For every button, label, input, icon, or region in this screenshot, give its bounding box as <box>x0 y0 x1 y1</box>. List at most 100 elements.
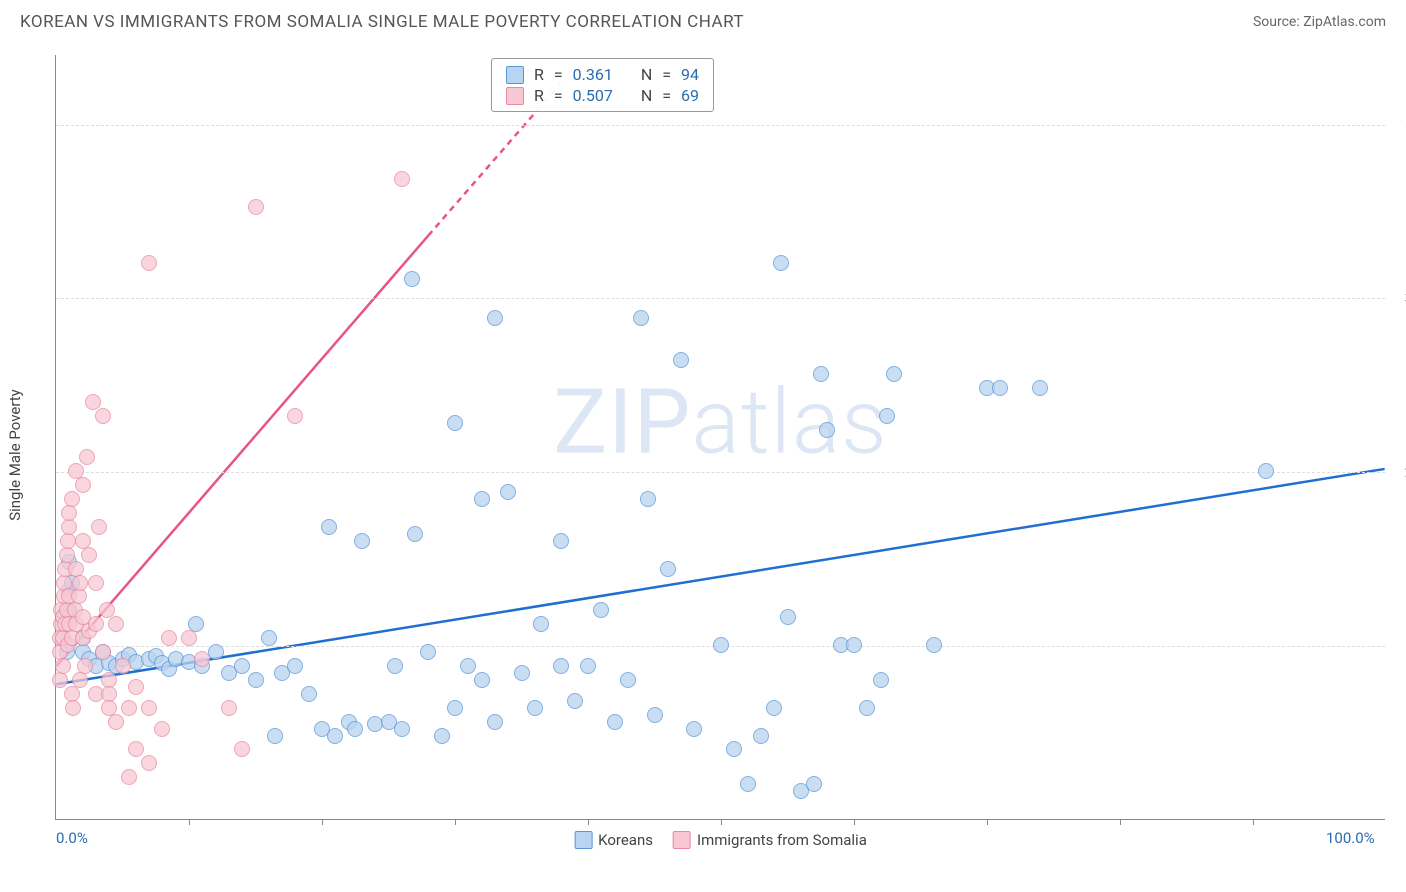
data-point-koreans <box>327 728 343 744</box>
data-point-koreans <box>647 707 663 723</box>
stats-r-label: R <box>534 65 544 84</box>
eq-label: = <box>662 86 671 105</box>
bottom-legend: Koreans Immigrants from Somalia <box>574 831 867 849</box>
data-point-somalia <box>64 491 80 507</box>
x-tick-mark <box>987 819 988 825</box>
data-point-somalia <box>108 714 124 730</box>
data-point-koreans <box>713 637 729 653</box>
data-point-koreans <box>447 700 463 716</box>
data-point-koreans <box>420 644 436 660</box>
data-point-koreans <box>487 714 503 730</box>
data-point-koreans <box>660 561 676 577</box>
data-point-koreans <box>992 380 1008 396</box>
eq-label: = <box>662 65 671 84</box>
data-point-koreans <box>926 637 942 653</box>
data-point-somalia <box>248 199 264 215</box>
data-point-somalia <box>181 630 197 646</box>
watermark-thin: atlas <box>691 369 887 474</box>
data-point-koreans <box>387 658 403 674</box>
data-point-koreans <box>753 728 769 744</box>
data-point-koreans <box>567 693 583 709</box>
data-point-somalia <box>55 658 71 674</box>
x-tick-mark <box>588 819 589 825</box>
data-point-somalia <box>75 477 91 493</box>
data-point-somalia <box>141 255 157 271</box>
data-point-koreans <box>593 602 609 618</box>
eq-label: = <box>554 65 563 84</box>
gridline <box>56 472 1385 473</box>
x-tick-mark <box>854 819 855 825</box>
data-point-koreans <box>261 630 277 646</box>
data-point-koreans <box>474 491 490 507</box>
data-point-somalia <box>287 408 303 424</box>
data-point-koreans <box>620 672 636 688</box>
legend-item-somalia: Immigrants from Somalia <box>673 831 867 849</box>
stats-n-value-somalia: 69 <box>681 86 699 105</box>
stats-row-somalia: R = 0.507 N = 69 <box>506 85 699 106</box>
data-point-somalia <box>88 616 104 632</box>
data-point-somalia <box>161 630 177 646</box>
data-point-koreans <box>766 700 782 716</box>
data-point-somalia <box>128 679 144 695</box>
data-point-somalia <box>61 519 77 535</box>
data-point-koreans <box>726 741 742 757</box>
data-point-somalia <box>221 700 237 716</box>
swatch-koreans <box>506 66 524 84</box>
data-point-koreans <box>640 491 656 507</box>
data-point-koreans <box>474 672 490 688</box>
data-point-somalia <box>91 519 107 535</box>
data-point-koreans <box>580 658 596 674</box>
data-point-koreans <box>819 422 835 438</box>
x-tick-mark <box>322 819 323 825</box>
x-tick-mark <box>1253 819 1254 825</box>
data-point-somalia <box>234 741 250 757</box>
data-point-somalia <box>61 505 77 521</box>
stats-r-label: R <box>534 86 544 105</box>
data-point-koreans <box>354 533 370 549</box>
chart-header: KOREAN VS IMMIGRANTS FROM SOMALIA SINGLE… <box>0 0 1406 40</box>
data-point-koreans <box>673 352 689 368</box>
data-point-koreans <box>846 637 862 653</box>
data-point-somalia <box>71 588 87 604</box>
data-point-koreans <box>886 366 902 382</box>
data-point-koreans <box>347 721 363 737</box>
data-point-somalia <box>394 171 410 187</box>
data-point-koreans <box>407 526 423 542</box>
data-point-koreans <box>773 255 789 271</box>
x-tick-label: 100.0% <box>1326 829 1375 847</box>
data-point-somalia <box>95 644 111 660</box>
chart-title: KOREAN VS IMMIGRANTS FROM SOMALIA SINGLE… <box>20 12 744 32</box>
gridline <box>56 298 1385 299</box>
source-attribution: Source: ZipAtlas.com <box>1253 14 1386 30</box>
data-point-koreans <box>460 658 476 674</box>
legend-swatch-somalia <box>673 831 691 849</box>
x-tick-mark <box>455 819 456 825</box>
data-point-koreans <box>879 408 895 424</box>
data-point-koreans <box>287 658 303 674</box>
data-point-koreans <box>813 366 829 382</box>
data-point-koreans <box>404 271 420 287</box>
data-point-koreans <box>514 665 530 681</box>
stats-r-value-koreans: 0.361 <box>573 65 613 84</box>
data-point-koreans <box>301 686 317 702</box>
data-point-somalia <box>88 575 104 591</box>
y-axis-label: Single Male Poverty <box>6 389 24 521</box>
data-point-koreans <box>487 310 503 326</box>
data-point-somalia <box>79 449 95 465</box>
data-point-somalia <box>65 700 81 716</box>
x-tick-mark <box>1120 819 1121 825</box>
legend-label-somalia: Immigrants from Somalia <box>697 831 867 849</box>
gridline <box>56 125 1385 126</box>
data-point-koreans <box>806 776 822 792</box>
data-point-somalia <box>141 700 157 716</box>
data-point-koreans <box>873 672 889 688</box>
x-tick-mark <box>721 819 722 825</box>
data-point-koreans <box>500 484 516 500</box>
data-point-somalia <box>121 769 137 785</box>
x-tick-mark <box>189 819 190 825</box>
data-point-koreans <box>394 721 410 737</box>
watermark: ZIPatlas <box>553 369 887 474</box>
data-point-koreans <box>780 609 796 625</box>
data-point-koreans <box>267 728 283 744</box>
chart-plot-area: ZIPatlas R = 0.361 N = 94 R = 0.507 N = … <box>55 55 1385 820</box>
